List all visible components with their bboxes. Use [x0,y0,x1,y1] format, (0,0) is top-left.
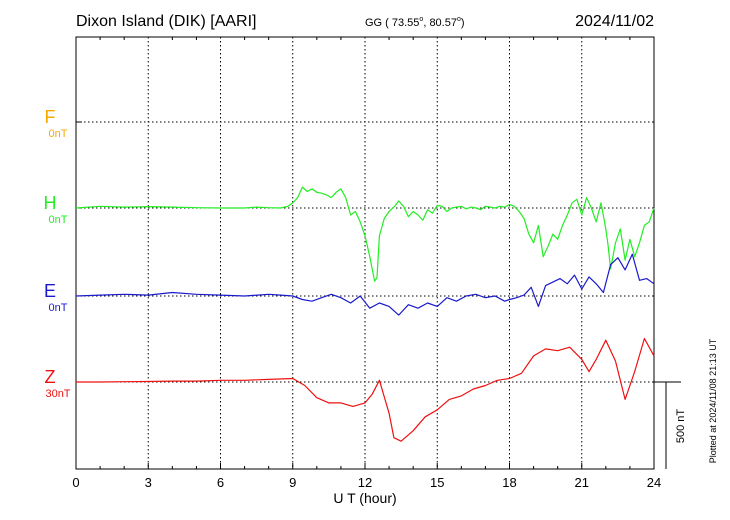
channel-offset-e: 0nT [49,302,68,314]
x-tick-label: 24 [647,475,661,490]
series-line-z [76,337,655,442]
station-title: Dixon Island (DIK) [AARI] [76,13,257,30]
scale-bar-label: 500 nT [675,409,687,444]
coords-mid: , 80.57 [423,17,457,29]
degree-mark: o [419,16,423,23]
x-tick-label: 6 [217,475,224,490]
x-tick-label: 0 [72,475,79,490]
channel-offset-h: 0nT [49,214,68,226]
channel-name-f: F [45,107,56,127]
coords-suffix: ) [461,17,465,29]
x-tick-label: 15 [430,475,444,490]
series-line-e [75,253,655,316]
x-tick-label: 12 [358,475,372,490]
grid-lines [76,37,654,469]
series-lines [75,186,655,442]
channel-offset-f: 0nT [49,128,68,140]
coords-prefix: GG ( 73.55 [365,17,419,29]
x-tick-label: 9 [289,475,296,490]
channel-name-e: E [44,281,56,301]
x-axis-ticks: 0 3 6 9 12 15 18 21 24 [72,37,661,490]
x-tick-label: 18 [502,475,516,490]
channel-offset-z: 30nT [45,388,70,400]
date-label: 2024/11/02 [575,13,654,30]
x-tick-label: 21 [575,475,589,490]
degree-mark: o [457,16,461,23]
coords-label: GG ( 73.55o, 80.57o) [365,16,465,29]
x-axis-label: U T (hour) [333,490,396,506]
channel-name-z: Z [45,367,56,387]
plotted-timestamp: Plotted at 2024/11/08 21:13 UT [708,338,718,463]
series-line-h [75,186,655,282]
channel-name-h: H [44,193,57,213]
x-tick-label: 3 [145,475,152,490]
